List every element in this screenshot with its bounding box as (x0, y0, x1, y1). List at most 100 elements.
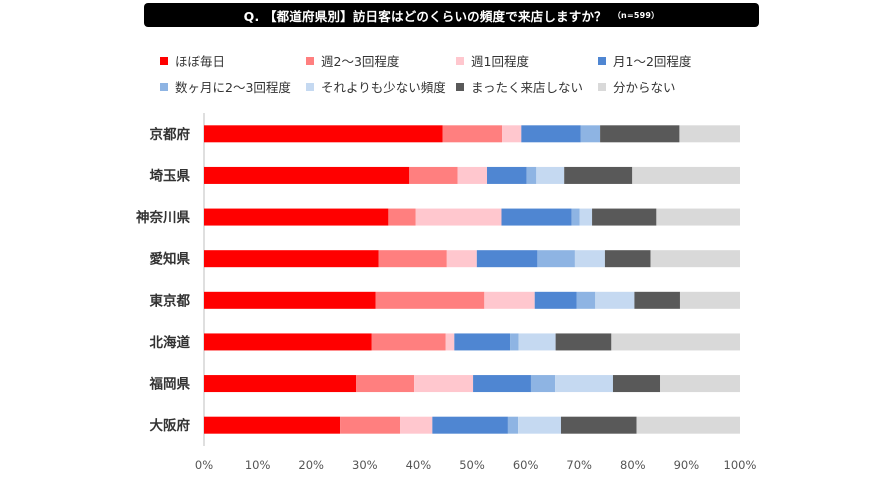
bar-segment (656, 208, 740, 226)
bar-segment (636, 416, 740, 434)
bar-segment (574, 250, 605, 268)
bar-segment (604, 250, 651, 268)
category-label: 大阪府 (150, 417, 191, 434)
bar-segment (371, 333, 446, 351)
legend-label: まったく来店しない (471, 80, 584, 95)
x-tick-label: 50% (459, 458, 485, 472)
bar-segment (454, 333, 511, 351)
bar-segment (634, 291, 680, 309)
bar-segment (530, 375, 556, 393)
bar-segment (526, 166, 537, 184)
x-tick-label: 60% (513, 458, 539, 472)
bar-segment (409, 166, 458, 184)
bar-segment (518, 333, 556, 351)
legend: ほぼ毎日 週2～3回程度 週1回程度 月1～2回程度数ヶ月に2～3回程度 それよりも少な… (0, 0, 895, 100)
bar-segment (414, 375, 474, 393)
x-tick-label: 80% (620, 458, 646, 472)
legend-swatch (598, 56, 606, 65)
sample-size-note: （n=599） (612, 10, 660, 20)
category-label: 東京都 (150, 292, 191, 309)
bar-segment (537, 250, 575, 268)
bar-segment (487, 166, 527, 184)
legend-label: 週2～3回程度 (321, 54, 400, 69)
bar-segment (204, 291, 376, 309)
bar-segment (446, 250, 477, 268)
legend-swatch (456, 82, 464, 91)
bar-segment (204, 166, 410, 184)
category-label: 神奈川県 (136, 209, 190, 226)
bar-segment (501, 208, 572, 226)
bar-segment (473, 375, 531, 393)
category-label: 京都府 (150, 126, 191, 143)
bar-segment (679, 125, 740, 143)
category-label: 福岡県 (149, 376, 191, 393)
bar-segment (534, 291, 577, 309)
chart-title: Q. 【都道府県別】訪日客はどのくらいの頻度で来店しますか？ (243, 8, 607, 24)
bar-segment (204, 333, 372, 351)
legend-item: 分からない (598, 77, 676, 96)
bar-segment (204, 250, 379, 268)
bar-segment (579, 208, 593, 226)
x-tick-label: 70% (566, 458, 592, 472)
legend-label: 週1回程度 (471, 54, 529, 69)
bar-segment (595, 291, 635, 309)
bar-segment (476, 250, 538, 268)
legend-label: 分からない (613, 80, 676, 95)
legend-swatch (306, 56, 314, 65)
bar-segment (650, 250, 740, 268)
bar-segment (660, 375, 740, 393)
bar-segment (536, 166, 565, 184)
legend-item: それよりも少ない頻度 (306, 77, 446, 96)
bar-segment (415, 208, 502, 226)
bar-segment (555, 333, 612, 351)
legend-swatch (160, 56, 168, 65)
bar-segment (510, 333, 519, 351)
x-tick-label: 90% (674, 458, 700, 472)
bar-segment (204, 416, 341, 434)
legend-item: 数ヶ月に2～3回程度 (160, 77, 291, 96)
legend-item: まったく来店しない (456, 77, 583, 96)
bar-segment (375, 291, 485, 309)
legend-swatch (306, 82, 314, 91)
bar-segment (632, 166, 740, 184)
bar-segment (571, 208, 580, 226)
bar-segment (564, 166, 633, 184)
bar-segment (378, 250, 447, 268)
legend-swatch (160, 82, 168, 91)
category-label: 北海道 (150, 334, 191, 351)
bar-segment (555, 375, 613, 393)
legend-item: 月1～2回程度 (598, 51, 691, 70)
legend-label: ほぼ毎日 (175, 54, 226, 69)
x-tick-label: 40% (406, 458, 432, 472)
legend-label: 月1～2回程度 (613, 54, 692, 69)
bar-segment (521, 125, 581, 143)
legend-swatch (456, 56, 464, 65)
x-tick-label: 30% (352, 458, 378, 472)
category-label: 埼玉県 (150, 167, 191, 184)
bar-segment (612, 375, 661, 393)
bar-segment (518, 416, 561, 434)
bar-segment (679, 291, 740, 309)
bar-segment (611, 333, 740, 351)
bar-segment (507, 416, 519, 434)
bar-segment (204, 208, 389, 226)
legend-label: 数ヶ月に2～3回程度 (175, 80, 291, 95)
bar-segment (204, 125, 443, 143)
bar-segment (576, 291, 596, 309)
legend-label: それよりも少ない頻度 (321, 80, 446, 95)
x-tick-label: 0% (195, 458, 213, 472)
bar-segment (600, 125, 680, 143)
bar-segment (340, 416, 401, 434)
legend-item: 週1回程度 (456, 51, 529, 70)
bar-segment (388, 208, 416, 226)
bar-segment (560, 416, 637, 434)
x-tick-label: 10% (245, 458, 271, 472)
bar-segment (442, 125, 503, 143)
legend-swatch (598, 82, 606, 91)
bar-segment (204, 375, 357, 393)
bar-segment (457, 166, 488, 184)
legend-item: 週2～3回程度 (306, 51, 399, 70)
legend-item: ほぼ毎日 (160, 51, 225, 70)
x-tick-label: 100% (724, 458, 757, 472)
